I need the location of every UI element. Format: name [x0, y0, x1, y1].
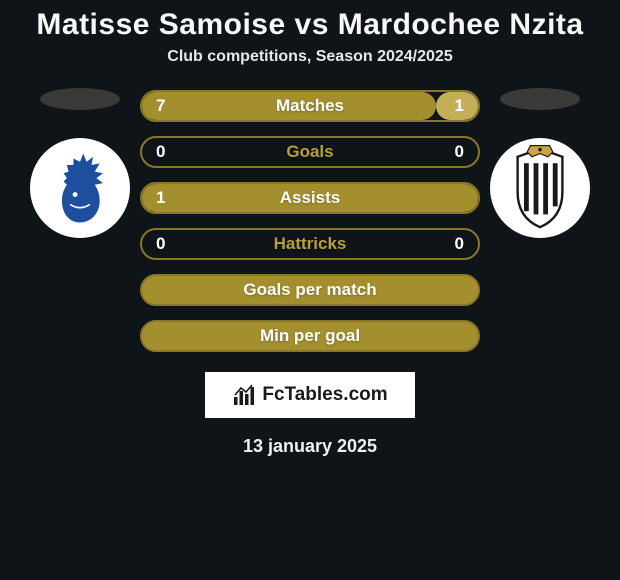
club-badge-right [490, 138, 590, 238]
stat-bar: 00Goals [140, 136, 480, 168]
bar-chart-icon [232, 383, 256, 407]
player-left-side [20, 88, 140, 238]
stat-bar: Goals per match [140, 274, 480, 306]
stat-bar: Min per goal [140, 320, 480, 352]
page-subtitle: Club competitions, Season 2024/2025 [167, 48, 452, 66]
comparison-card: Matisse Samoise vs Mardochee Nzita Club … [0, 0, 620, 457]
player-right-side [480, 88, 600, 238]
club-badge-left [30, 138, 130, 238]
main-row: 71Matches 00Goals 1Assists 00Hattricks Goals… [0, 88, 620, 352]
stat-label: Goals [142, 142, 478, 162]
page-title: Matisse Samoise vs Mardochee Nzita [36, 8, 583, 42]
fctables-badge[interactable]: FcTables.com [205, 372, 415, 418]
fctables-label: FcTables.com [262, 384, 387, 406]
chief-head-icon [39, 147, 121, 229]
country-flag-right [500, 88, 580, 110]
stat-bar: 1Assists [140, 182, 480, 214]
country-flag-left [40, 88, 120, 110]
zebra-crest-icon [500, 143, 580, 233]
stat-label: Assists [142, 188, 478, 208]
stat-bar: 00Hattricks [140, 228, 480, 260]
date-label: 13 january 2025 [243, 436, 377, 457]
stat-bar: 71Matches [140, 90, 480, 122]
stat-label: Goals per match [142, 280, 478, 300]
stat-label: Min per goal [142, 326, 478, 346]
stat-label: Matches [142, 96, 478, 116]
stat-label: Hattricks [142, 234, 478, 254]
stat-bars: 71Matches 00Goals 1Assists 00Hattricks Goals… [140, 88, 480, 352]
